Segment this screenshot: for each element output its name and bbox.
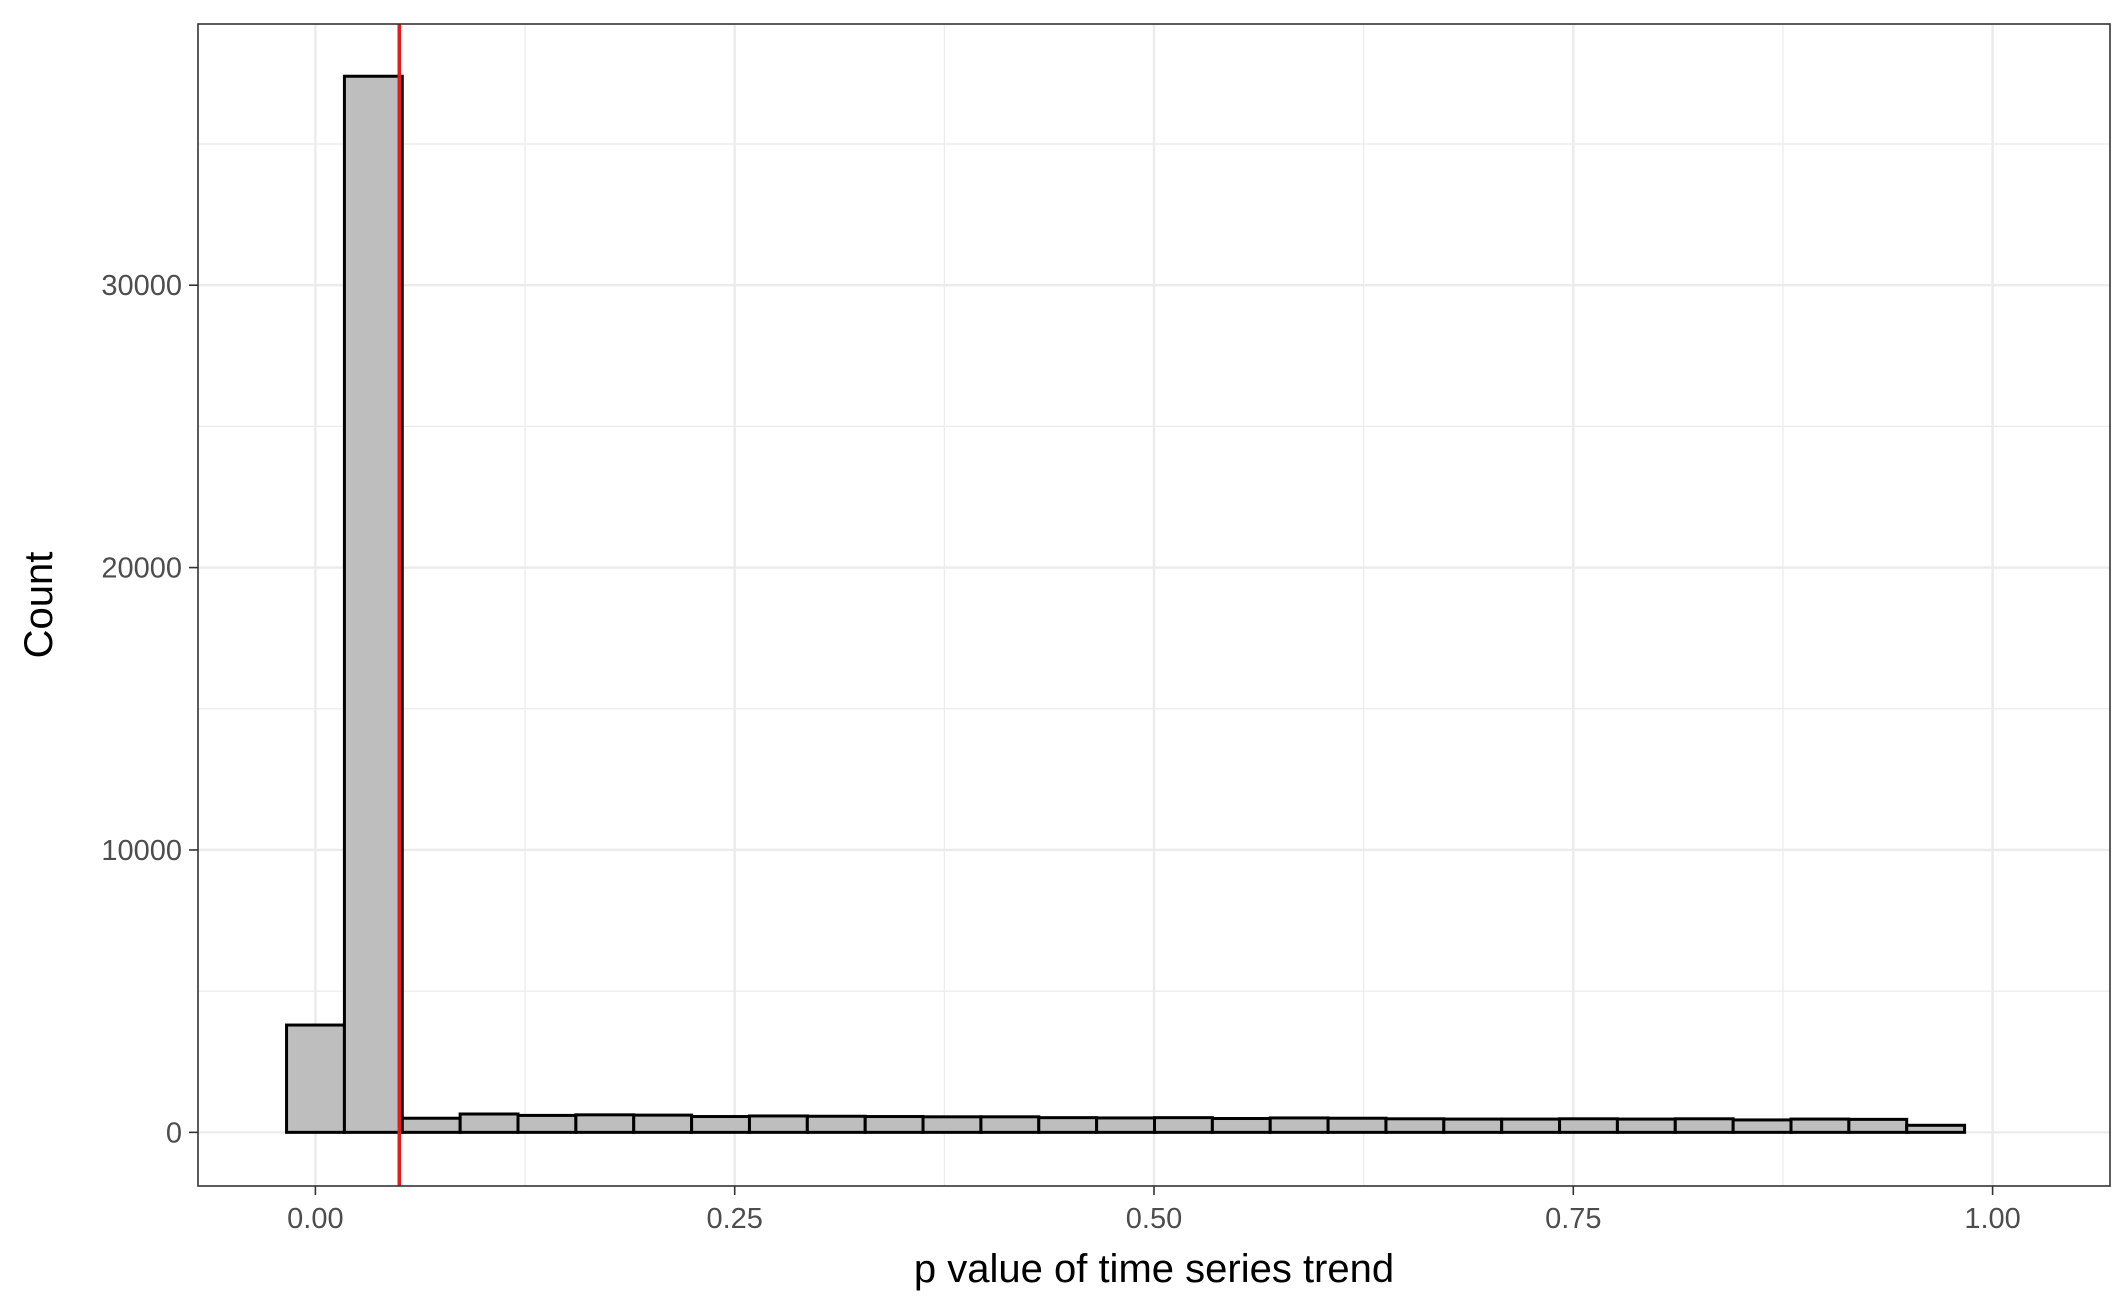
histogram-bar (1905, 1123, 1967, 1134)
histogram-bars (285, 74, 1967, 1134)
histogram-bar (285, 1023, 346, 1134)
histogram-bar (1673, 1117, 1735, 1134)
histogram-bar (1268, 1116, 1330, 1134)
histogram-bar (863, 1115, 925, 1134)
histogram-bar (342, 74, 404, 1134)
y-tick-label: 10000 (101, 835, 182, 867)
histogram-bar (516, 1113, 578, 1134)
histogram-bar (1210, 1117, 1272, 1134)
x-tick-label: 0.25 (706, 1203, 762, 1235)
histogram-bar (1037, 1116, 1099, 1134)
histogram-bar (1442, 1117, 1504, 1134)
x-tick-label: 1.00 (1964, 1203, 2020, 1235)
histogram-bar (747, 1114, 809, 1134)
histogram-bar (690, 1115, 751, 1134)
y-tick-label: 0 (166, 1117, 182, 1149)
histogram-bar (632, 1113, 694, 1134)
histogram-bar (1326, 1116, 1388, 1134)
histogram-bar (1847, 1117, 1909, 1134)
x-axis-ticks: 0.00 0.25 0.50 0.75 1.00 (287, 1186, 2021, 1235)
histogram-bar (1153, 1116, 1214, 1134)
major-gridlines (198, 24, 2110, 1186)
y-axis-title: Count (17, 552, 61, 659)
y-axis-ticks: 0 10000 20000 30000 (101, 270, 198, 1149)
histogram-bar (1384, 1117, 1446, 1134)
x-axis-title: p value of time series trend (914, 1247, 1394, 1291)
histogram-bar (921, 1115, 983, 1134)
y-tick-label: 30000 (101, 270, 182, 302)
histogram-bar (1095, 1116, 1157, 1134)
histogram-bar (574, 1113, 636, 1134)
x-tick-label: 0.75 (1545, 1203, 1601, 1235)
histogram-bar (1558, 1117, 1619, 1134)
x-tick-label: 0.50 (1126, 1203, 1182, 1235)
histogram-bar (1500, 1117, 1562, 1134)
y-tick-label: 20000 (101, 553, 182, 585)
histogram-bar (979, 1115, 1041, 1134)
x-tick-label: 0.00 (287, 1203, 343, 1235)
histogram-bar (458, 1112, 520, 1134)
histogram-bar (400, 1116, 462, 1134)
histogram-bar (805, 1114, 867, 1134)
histogram-bar (1615, 1117, 1677, 1134)
histogram-bar (1731, 1118, 1793, 1134)
histogram-bar (1789, 1117, 1851, 1134)
